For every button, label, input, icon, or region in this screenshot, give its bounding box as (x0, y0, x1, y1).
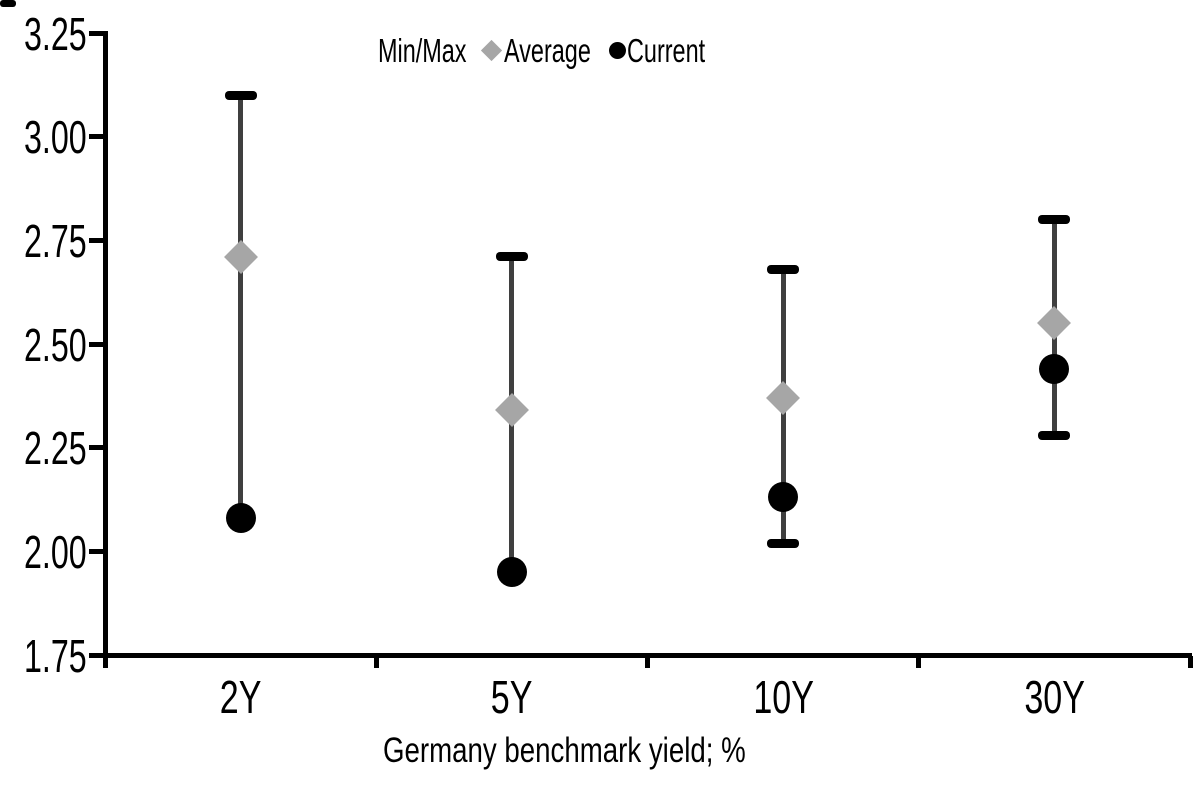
x-axis-tick (1187, 656, 1193, 668)
average-marker-5Y (494, 393, 529, 428)
min-cap-10Y (767, 538, 800, 548)
max-cap-30Y (1038, 215, 1071, 225)
y-axis-tick (89, 652, 103, 658)
average-marker-30Y (1037, 306, 1072, 341)
y-axis-tick-label: 1.75 (24, 629, 87, 682)
x-axis-line (103, 653, 1192, 658)
legend-label-minmax: Min/Max (378, 32, 467, 69)
current-marker-30Y (1039, 353, 1070, 384)
y-axis-tick-label: 2.50 (24, 318, 87, 371)
max-cap-10Y (767, 264, 800, 274)
current-marker-10Y (768, 482, 799, 513)
x-axis-title: Germany benchmark yield; % (383, 731, 746, 770)
current-marker-5Y (496, 557, 527, 588)
x-axis-tick (645, 656, 650, 668)
x-axis-category-label: 10Y (752, 671, 814, 723)
y-axis-tick-label: 2.75 (24, 214, 87, 267)
y-axis-tick (89, 134, 103, 140)
legend-average-diamond-icon (480, 39, 502, 61)
y-axis-tick (89, 548, 103, 554)
legend-label-average: Average (504, 32, 591, 69)
minmax-range-line-2Y (238, 95, 244, 519)
legend: Min/Max Average Current (0, 0, 705, 67)
average-marker-2Y (223, 239, 258, 274)
y-axis-tick (89, 445, 103, 451)
x-axis-category-label: 2Y (219, 671, 262, 723)
y-axis-tick (89, 237, 103, 243)
x-axis-tick (102, 656, 108, 668)
y-axis-line (103, 31, 108, 667)
max-cap-5Y (495, 252, 528, 262)
y-axis-tick-label: 2.25 (24, 422, 87, 475)
max-cap-2Y (224, 90, 257, 100)
y-axis-tick (89, 341, 103, 347)
x-axis-tick (373, 656, 379, 668)
y-axis-tick (89, 30, 103, 36)
x-axis-category-label: 30Y (1024, 671, 1085, 723)
legend-minmax-dash-icon (0, 0, 16, 7)
y-axis-tick-label: 2.00 (24, 525, 87, 578)
y-axis-tick-label: 3.00 (24, 111, 87, 164)
x-axis-tick (916, 656, 922, 668)
y-axis-tick-label: 3.25 (24, 7, 87, 60)
legend-label-current: Current (627, 32, 706, 69)
legend-current-circle-icon (609, 41, 626, 59)
current-marker-2Y (225, 503, 256, 534)
x-axis-category-label: 5Y (491, 671, 533, 723)
min-cap-30Y (1038, 430, 1071, 440)
average-marker-10Y (766, 380, 801, 415)
